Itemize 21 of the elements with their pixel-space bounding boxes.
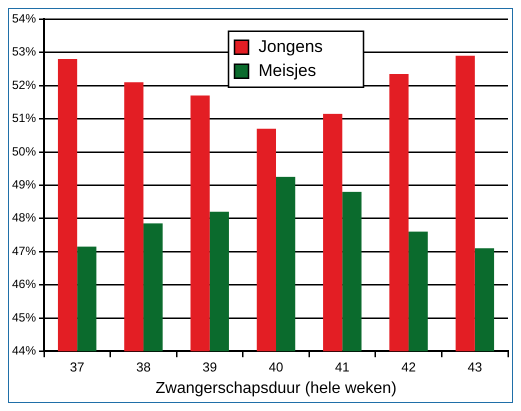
- y-tick-label: 48%: [12, 210, 36, 225]
- x-tick-label: 38: [136, 360, 151, 375]
- y-tick-label: 46%: [12, 277, 36, 292]
- legend-label: Meisjes: [258, 60, 316, 80]
- y-tick-label: 45%: [12, 310, 36, 324]
- y-tick-label: 52%: [12, 78, 36, 92]
- x-tick-label: 37: [70, 360, 84, 375]
- x-tick-label: 41: [335, 360, 350, 375]
- y-tick-label: 54%: [12, 12, 36, 26]
- x-tick-label: 42: [401, 360, 416, 375]
- x-tick-label: 40: [268, 360, 284, 375]
- y-tick-label: 47%: [12, 244, 36, 258]
- y-tick-label: 53%: [12, 44, 36, 59]
- y-tick-label: 44%: [12, 344, 36, 358]
- x-axis-title: Zwangerschapsduur (hele weken): [156, 380, 397, 397]
- x-tick-label: 43: [468, 360, 482, 375]
- y-tick-label: 51%: [12, 111, 36, 126]
- y-tick-label: 50%: [12, 144, 36, 158]
- x-tick-label: 39: [202, 360, 217, 375]
- y-tick-label: 49%: [12, 178, 36, 192]
- legend-label: Jongens: [258, 36, 323, 56]
